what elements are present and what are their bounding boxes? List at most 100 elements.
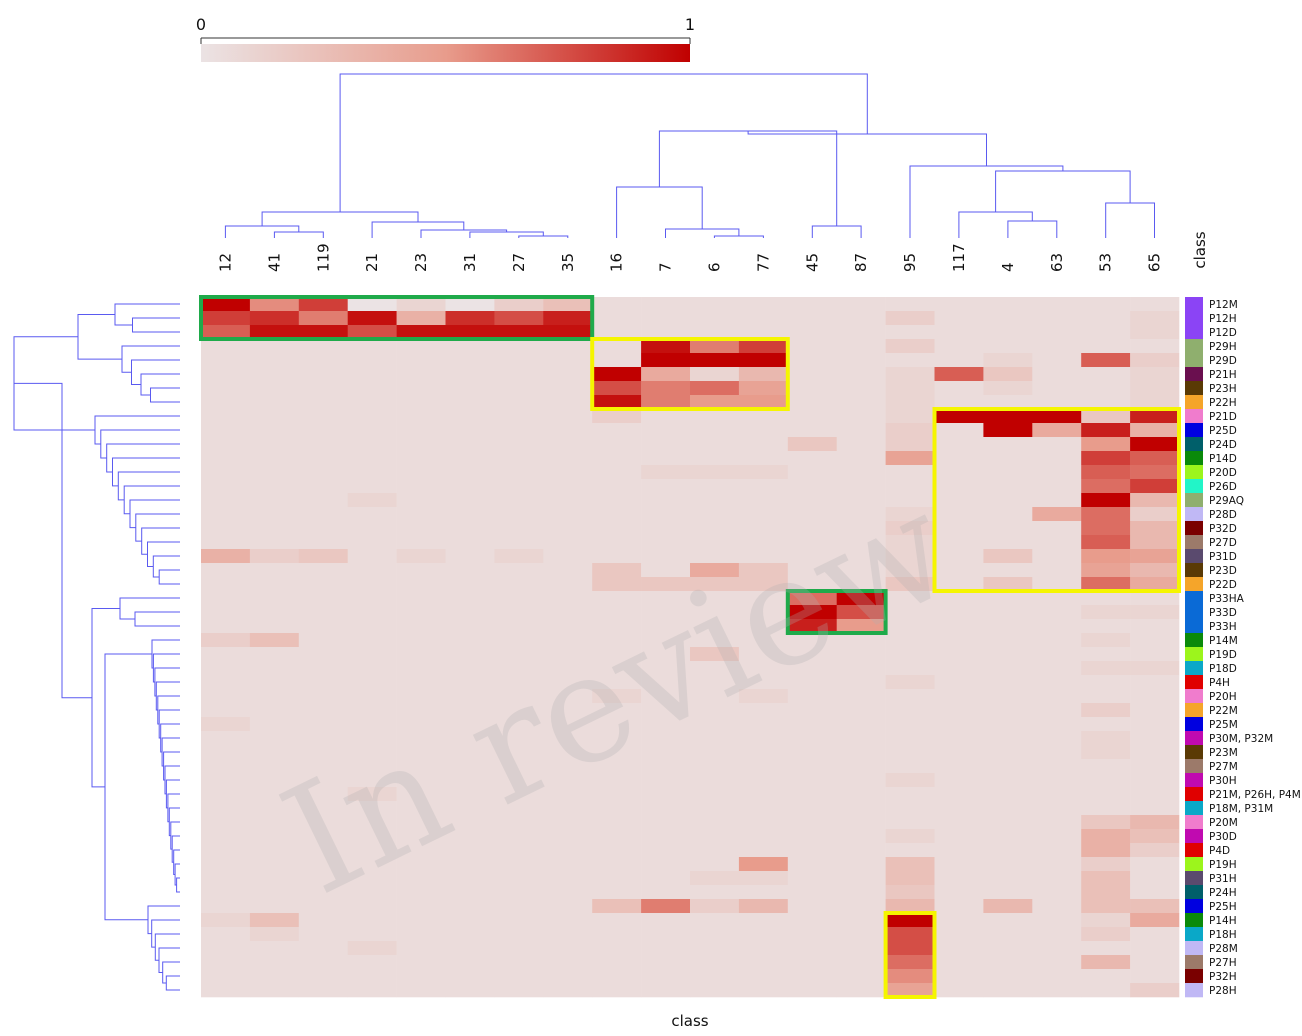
- class-swatch: [1185, 857, 1203, 872]
- dendrogram-branch: [134, 611, 180, 627]
- heatmap-cell: [249, 899, 300, 914]
- heatmap-cell: [298, 717, 348, 732]
- heatmap-cell: [934, 577, 984, 592]
- heatmap-cell: [592, 297, 642, 312]
- heatmap-cell: [690, 843, 740, 858]
- heatmap-cell: [298, 787, 348, 802]
- heatmap-cell: [347, 913, 397, 928]
- heatmap-cell: [1130, 773, 1180, 788]
- heatmap-cell: [201, 367, 251, 382]
- heatmap-cell: [445, 871, 495, 886]
- heatmap-cell: [641, 857, 691, 872]
- heatmap-cell: [494, 521, 544, 536]
- heatmap-cell: [983, 843, 1033, 858]
- heatmap-cell: [836, 689, 886, 704]
- heatmap-cell: [885, 941, 935, 956]
- heatmap-cell: [347, 661, 397, 676]
- heatmap-cell: [1081, 577, 1131, 592]
- heatmap-cell: [738, 801, 789, 816]
- heatmap-cell: [396, 437, 446, 452]
- dendrogram-branch: [518, 235, 569, 238]
- heatmap-cell: [396, 913, 446, 928]
- heatmap-cell: [1081, 409, 1131, 424]
- class-swatch: [1185, 507, 1203, 522]
- heatmap-cell: [690, 633, 740, 648]
- class-swatch: [1185, 437, 1203, 452]
- heatmap-cell: [885, 311, 935, 326]
- heatmap-cell: [836, 773, 886, 788]
- heatmap-cell: [983, 633, 1033, 648]
- heatmap-cell: [934, 493, 984, 508]
- heatmap-cell: [1130, 577, 1180, 592]
- heatmap-cell: [1130, 717, 1180, 732]
- heatmap-cell: [885, 787, 935, 802]
- heatmap-cell: [445, 353, 495, 368]
- heatmap-cell: [201, 535, 251, 550]
- heatmap-cell: [738, 689, 789, 704]
- heatmap-cell: [445, 563, 495, 578]
- heatmap-cell: [396, 479, 446, 494]
- heatmap-cell: [1130, 885, 1180, 900]
- heatmap-cell: [641, 675, 691, 690]
- row-label: P30M, P32M: [1209, 733, 1273, 745]
- row-label: P18M, P31M: [1209, 803, 1273, 815]
- heatmap-cell: [445, 773, 495, 788]
- heatmap-cell: [983, 955, 1033, 970]
- row-label: P25H: [1209, 901, 1237, 913]
- dendrogram-branch: [665, 228, 740, 238]
- heatmap-cell: [201, 941, 251, 956]
- heatmap-cell: [641, 941, 691, 956]
- heatmap-cell: [1032, 787, 1082, 802]
- heatmap-cell: [396, 871, 446, 886]
- heatmap-cell: [1081, 927, 1131, 942]
- class-swatch: [1185, 605, 1203, 620]
- heatmap-cell: [1081, 395, 1131, 410]
- heatmap-cell: [347, 983, 397, 998]
- heatmap-cell: [249, 983, 300, 998]
- row-label: P20M: [1209, 817, 1238, 829]
- heatmap-cell: [1081, 787, 1131, 802]
- heatmap-cell: [298, 675, 348, 690]
- heatmap-cell: [494, 759, 544, 774]
- heatmap-cell: [396, 507, 446, 522]
- heatmap-cell: [1130, 423, 1180, 438]
- heatmap-cell: [1130, 801, 1180, 816]
- heatmap-cell: [787, 941, 837, 956]
- heatmap-cell: [396, 549, 446, 564]
- heatmap-cell: [396, 325, 446, 340]
- heatmap-cell: [201, 577, 251, 592]
- class-swatch: [1185, 353, 1203, 368]
- class-swatch: [1185, 969, 1203, 984]
- heatmap-cell: [445, 731, 495, 746]
- heatmap-cell: [983, 773, 1033, 788]
- heatmap-cell: [592, 787, 642, 802]
- heatmap-cell: [787, 325, 837, 340]
- heatmap-cell: [396, 773, 446, 788]
- class-swatch: [1185, 801, 1203, 816]
- heatmap-cell: [592, 507, 642, 522]
- heatmap-cell: [787, 745, 837, 760]
- heatmap-cell: [445, 339, 495, 354]
- heatmap-cell: [934, 563, 984, 578]
- heatmap-cell: [298, 493, 348, 508]
- heatmap-cell: [249, 647, 300, 662]
- heatmap-cell: [445, 941, 495, 956]
- heatmap-cell: [543, 815, 593, 830]
- heatmap-cell: [396, 297, 446, 312]
- heatmap-cell: [836, 759, 886, 774]
- heatmap-cell: [690, 493, 740, 508]
- heatmap-cell: [201, 619, 251, 634]
- heatmap-cell: [641, 717, 691, 732]
- heatmap-cell: [298, 983, 348, 998]
- highlight-boxes: [199, 295, 1181, 999]
- heatmap-cell: [249, 675, 300, 690]
- heatmap-cell: [347, 423, 397, 438]
- dendrogram-branch: [151, 919, 180, 948]
- dendrogram-branch: [158, 569, 180, 585]
- dendrogram-branch: [658, 130, 838, 226]
- heatmap-cell: [885, 899, 935, 914]
- heatmap-cell: [1130, 605, 1180, 620]
- row-label: P31D: [1209, 551, 1237, 563]
- heatmap-cell: [592, 675, 642, 690]
- dendrogram-branch: [151, 639, 180, 669]
